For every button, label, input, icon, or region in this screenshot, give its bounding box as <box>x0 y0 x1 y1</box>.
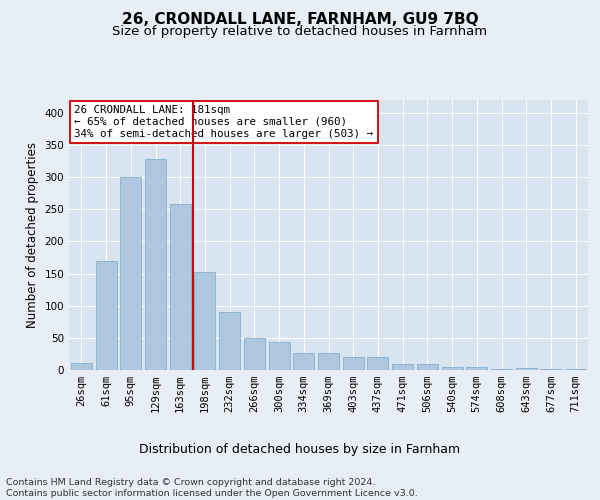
Bar <box>417 364 438 370</box>
Bar <box>392 364 413 370</box>
Bar <box>367 357 388 370</box>
Text: 26 CRONDALL LANE: 181sqm
← 65% of detached houses are smaller (960)
34% of semi-: 26 CRONDALL LANE: 181sqm ← 65% of detach… <box>74 106 373 138</box>
Bar <box>244 338 265 370</box>
Y-axis label: Number of detached properties: Number of detached properties <box>26 142 39 328</box>
Bar <box>318 354 339 370</box>
Bar <box>293 354 314 370</box>
Bar <box>71 363 92 370</box>
Bar <box>466 368 487 370</box>
Text: Size of property relative to detached houses in Farnham: Size of property relative to detached ho… <box>112 25 488 38</box>
Bar <box>120 177 141 370</box>
Bar <box>194 272 215 370</box>
Text: Distribution of detached houses by size in Farnham: Distribution of detached houses by size … <box>139 442 461 456</box>
Bar <box>145 159 166 370</box>
Bar <box>565 368 586 370</box>
Bar <box>442 368 463 370</box>
Bar <box>541 368 562 370</box>
Bar <box>95 260 116 370</box>
Bar <box>491 368 512 370</box>
Text: 26, CRONDALL LANE, FARNHAM, GU9 7BQ: 26, CRONDALL LANE, FARNHAM, GU9 7BQ <box>122 12 478 28</box>
Bar <box>516 368 537 370</box>
Bar <box>343 357 364 370</box>
Text: Contains HM Land Registry data © Crown copyright and database right 2024.
Contai: Contains HM Land Registry data © Crown c… <box>6 478 418 498</box>
Bar <box>170 204 191 370</box>
Bar <box>219 312 240 370</box>
Bar <box>269 342 290 370</box>
